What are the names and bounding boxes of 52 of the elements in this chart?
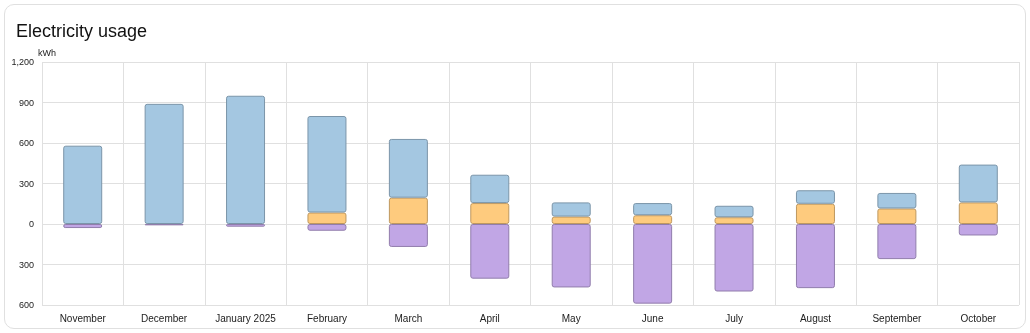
bar (63, 224, 103, 229)
bar (551, 202, 591, 217)
y-tick-label: 900 (18, 97, 34, 108)
bar (63, 145, 103, 224)
bar (877, 224, 917, 260)
bar (877, 208, 917, 224)
bar (551, 224, 591, 288)
bar (470, 174, 510, 204)
bar (307, 224, 347, 231)
bar (307, 116, 347, 213)
x-tick-label: September (872, 312, 922, 324)
bar (470, 203, 510, 224)
bar (795, 203, 835, 224)
y-tick-label: 600 (18, 300, 34, 310)
bar (958, 164, 998, 203)
x-tick-label: November (59, 312, 107, 324)
bar (144, 103, 184, 224)
bar (388, 138, 428, 198)
text: 1,200 (11, 57, 34, 67)
y-tick-label: 600 (18, 138, 34, 148)
x-tick-label: July (725, 312, 743, 324)
bar (958, 224, 998, 236)
bar (714, 205, 754, 218)
x-tick-label: April (479, 312, 500, 324)
bar (388, 197, 428, 224)
bar (551, 216, 591, 224)
bar (795, 190, 835, 204)
x-tick-label: March (394, 312, 423, 324)
x-tick-label: May (561, 312, 581, 324)
bar (633, 215, 673, 224)
x-tick-label: August (799, 312, 832, 324)
x-tick-label: January 2025 (215, 312, 277, 324)
bar (388, 224, 428, 247)
y-tick-label: 300 (18, 178, 34, 189)
bar (714, 217, 754, 224)
x-tick-label: February (306, 312, 347, 324)
bar (714, 224, 754, 292)
bar (226, 95, 266, 224)
bar (958, 202, 998, 224)
x-tick-label: December (141, 312, 188, 324)
bar (795, 224, 835, 289)
chart-title: Electricity usage (16, 21, 148, 41)
x-tick-label: October (960, 312, 997, 324)
x-tick-label: June (641, 312, 664, 324)
bar (307, 212, 347, 224)
y-tick-label: 0 (28, 219, 34, 229)
bar (633, 224, 673, 304)
bar (470, 224, 510, 279)
y-tick-label: 300 (18, 259, 34, 270)
bar (633, 203, 673, 216)
bar (877, 192, 917, 209)
y-axis-title: kWh (38, 48, 56, 59)
